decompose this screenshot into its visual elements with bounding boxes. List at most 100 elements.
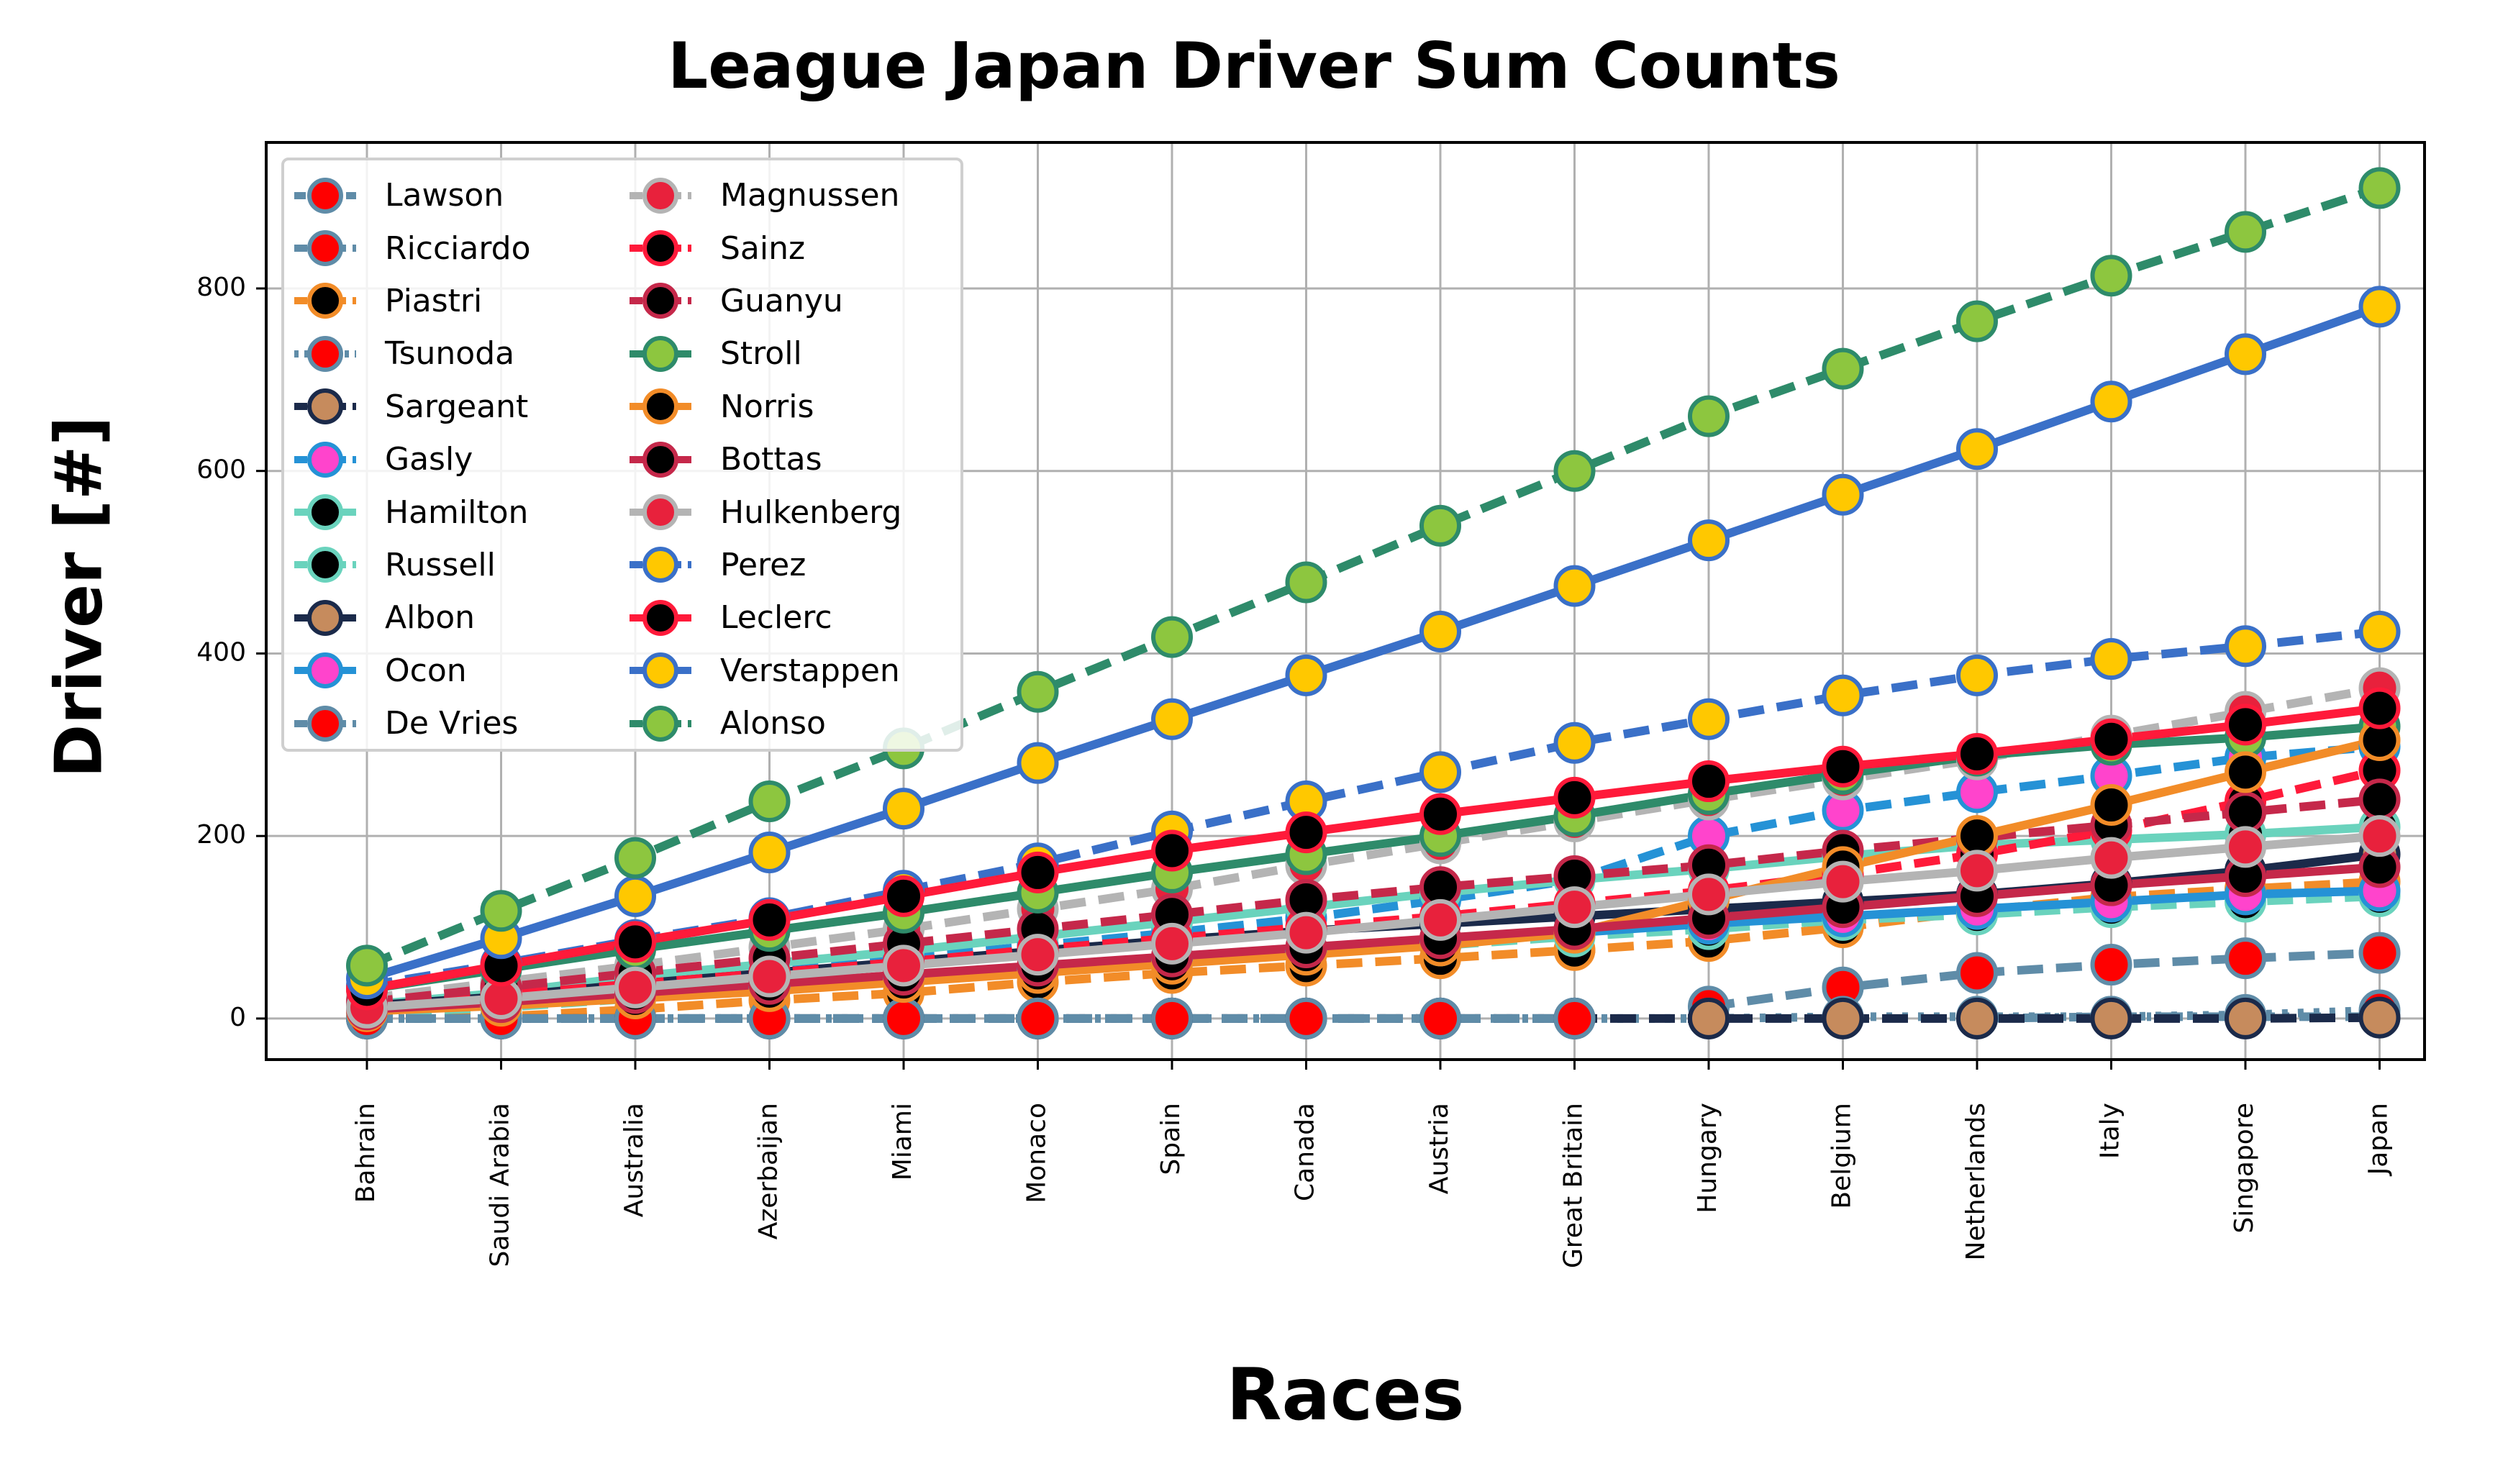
series-line-verstappen (365, 302, 2381, 983)
legend-item-albon: Albon (293, 591, 531, 644)
marker-perez (1822, 674, 1864, 716)
legend-item-stroll: Stroll (628, 327, 901, 380)
legend-swatch (294, 283, 356, 319)
legend-swatch-marker (642, 388, 678, 425)
legend-swatch-marker (307, 547, 343, 583)
x-tick-label: Miami (888, 1103, 917, 1180)
marker-perez (2090, 638, 2132, 680)
marker-sargeant (2358, 996, 2401, 1039)
chart-legend: Lawson Ricciardo Piastri Tsunoda Sargeant Gas… (281, 158, 963, 752)
marker-guanyu (2225, 791, 2266, 834)
marker-sargeant (1822, 997, 1864, 1039)
legend-swatch (630, 547, 691, 583)
x-tick-label: Australia (619, 1103, 649, 1217)
marker-norris (2090, 784, 2132, 827)
x-tick-label: Bahrain (351, 1103, 381, 1203)
x-tick-label: Hungary (1693, 1103, 1722, 1214)
marker-verstappen (2225, 333, 2266, 375)
marker-hulkenberg (1822, 860, 1864, 903)
x-tick-label: Netherlands (1961, 1103, 1991, 1260)
marker-alonso (1688, 395, 1730, 437)
legend-swatch-marker (642, 230, 678, 267)
legend-label: Perez (720, 546, 807, 583)
legend-swatch (630, 441, 691, 478)
series-line-ricciardo (1708, 948, 2380, 1011)
x-tick-label: Monaco (1022, 1103, 1052, 1203)
axes (256, 287, 2381, 1070)
marker-alonso (2225, 211, 2266, 253)
marker-hulkenberg (883, 944, 924, 987)
marker-leclerc (1285, 811, 1327, 854)
marker-de-vries (1017, 997, 1059, 1039)
legend-label: Piastri (385, 282, 483, 319)
legend-column-2: Magnussen Sainz Guanyu Stroll Norris Bottas Hu… (628, 169, 901, 750)
legend-item-ricciardo: Ricciardo (293, 222, 531, 274)
legend-label: Sainz (720, 229, 806, 267)
tick-labels: Bahrain Saudi Arabia Australia Azerbaijan Mi… (196, 273, 2393, 1268)
marker-alonso (1017, 670, 1059, 713)
marker-hulkenberg (748, 955, 791, 998)
legend-swatch (294, 335, 356, 372)
legend-item-leclerc: Leclerc (628, 591, 901, 644)
marker-verstappen (2090, 381, 2132, 423)
marker-de-vries (1151, 997, 1193, 1039)
marker-alonso (480, 890, 522, 932)
y-tick-label: 800 (196, 273, 246, 302)
marker-verstappen (1285, 654, 1327, 696)
marker-verstappen (1822, 473, 1864, 516)
y-tick-label: 400 (196, 637, 246, 667)
legend-item-piastri: Piastri (293, 275, 531, 327)
marker-alonso (1151, 616, 1193, 658)
series-line-gasly (366, 742, 2380, 1011)
marker-verstappen (2358, 286, 2401, 328)
marker-verstappen (1553, 565, 1596, 607)
legend-swatch-marker (642, 494, 678, 531)
marker-leclerc (1017, 851, 1059, 893)
marker-ricciardo (2358, 932, 2401, 974)
marker-verstappen (748, 832, 791, 874)
legend-swatch (294, 652, 356, 689)
x-tick-label: Singapore (2230, 1103, 2259, 1234)
marker-alonso (1285, 561, 1327, 604)
legend-swatch (630, 388, 691, 425)
marker-hulkenberg (1151, 922, 1193, 965)
marker-alonso (1956, 300, 1998, 342)
legend-swatch (630, 652, 691, 689)
marker-de-vries (1285, 997, 1327, 1039)
x-tick-label: Great Britain (1559, 1103, 1589, 1268)
marker-hulkenberg (1553, 886, 1596, 929)
legend-label: Hulkenberg (720, 493, 902, 531)
marker-verstappen (1017, 742, 1059, 784)
marker-hulkenberg (614, 966, 656, 1009)
series-markers (346, 167, 2401, 1039)
marker-leclerc (2225, 704, 2266, 746)
x-axis-label: Races (1226, 1352, 1465, 1437)
y-tick-label: 200 (196, 820, 246, 850)
marker-guanyu (2358, 778, 2401, 821)
marker-sargeant (1956, 997, 1998, 1039)
legend-item-verstappen: Verstappen (628, 645, 901, 697)
marker-perez (1688, 698, 1730, 740)
marker-perez (2358, 611, 2401, 652)
marker-alonso (614, 837, 656, 879)
marker-alonso (1419, 504, 1461, 547)
marker-hulkenberg (1419, 898, 1461, 941)
legend-swatch (630, 494, 691, 531)
legend-item-magnussen: Magnussen (628, 169, 901, 222)
legend-item-perez: Perez (628, 539, 901, 591)
legend-label: Leclerc (720, 599, 832, 637)
x-tick-label: Austria (1425, 1103, 1454, 1194)
plot-frame (265, 141, 2426, 1061)
marker-hulkenberg (1285, 911, 1327, 954)
legend-swatch (630, 599, 691, 636)
marker-ricciardo (2090, 944, 2132, 986)
legend-swatch-marker (307, 335, 343, 372)
marker-leclerc (1419, 793, 1461, 835)
marker-verstappen (883, 788, 924, 830)
legend-item-russell: Russell (293, 539, 531, 591)
series-line-norris (366, 736, 2381, 1016)
legend-label: De Vries (385, 705, 519, 742)
marker-leclerc (1151, 829, 1193, 872)
marker-de-vries (1419, 997, 1461, 1039)
